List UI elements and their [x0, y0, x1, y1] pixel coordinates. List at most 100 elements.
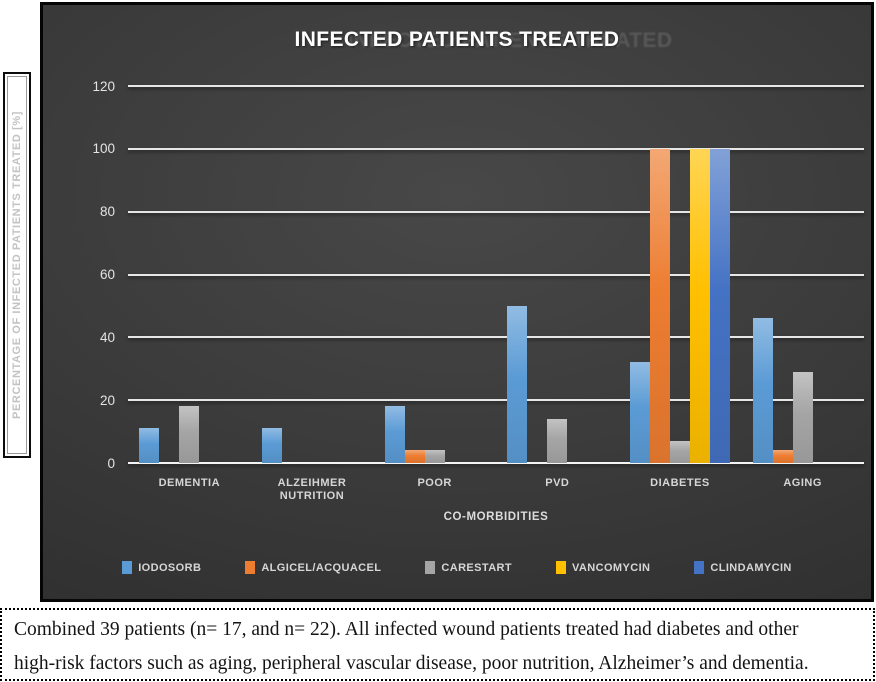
bar: [629, 362, 650, 463]
legend-swatch: [556, 561, 567, 574]
y-tick-label: 60: [99, 266, 115, 282]
legend-label: CARESTART: [441, 561, 513, 574]
bar-slot: [322, 86, 342, 463]
bar-slot: [709, 86, 730, 463]
bar-slot: [587, 86, 607, 463]
bar-slot: [792, 86, 813, 463]
y-tick-label: 100: [92, 141, 115, 157]
bar-group: [507, 86, 607, 463]
bar-group: [261, 86, 362, 463]
chart-panel: INFECTED PATIENTS TREATED INFECTED PATIE…: [40, 2, 874, 602]
bar-slot: [465, 86, 485, 463]
y-tick-label: 120: [92, 78, 115, 94]
category-label: DEMENTIA: [158, 477, 221, 489]
legend-swatch: [425, 561, 436, 574]
legend-swatch: [694, 561, 705, 574]
bar-slot: [689, 86, 710, 463]
caption-line-1: Combined 39 patients (n= 17, and n= 22).…: [14, 619, 799, 640]
bar-slot: [772, 86, 793, 463]
bar-slot: [159, 86, 179, 463]
bar-slot: [282, 86, 302, 463]
bar: [507, 305, 528, 463]
bar-slot: [527, 86, 547, 463]
chart-title-wrap: INFECTED PATIENTS TREATED INFECTED PATIE…: [294, 28, 673, 52]
legend-swatch: [122, 561, 133, 574]
category-label: PVD: [545, 477, 570, 489]
bar-slot: [669, 86, 690, 463]
bar-slot: [404, 86, 425, 463]
category-label: POOR: [417, 477, 452, 489]
gridline: [128, 273, 864, 276]
bar-slot: [445, 86, 465, 463]
bar-slot: [179, 86, 200, 463]
bar-slot: [139, 86, 160, 463]
bar-group: [629, 86, 730, 463]
bar: [669, 441, 690, 463]
category-labels-row: DEMENTIA ALZEIHMER NUTRITION POOR PVD DIABET…: [128, 477, 864, 503]
chart-title-ghost: INFECTED PATIENTS TREATED: [347, 29, 673, 52]
legend-label: VANCOMYCIN: [572, 561, 651, 574]
y-axis-title-inner-frame: PERCENTAGE OF INFECTED PATIENTS TREATED …: [7, 76, 27, 454]
bar: [384, 406, 405, 463]
bar: [689, 148, 710, 463]
y-axis-title: PERCENTAGE OF INFECTED PATIENTS TREATED …: [11, 111, 23, 419]
bar-group: [139, 86, 239, 463]
bars-row: [128, 86, 864, 463]
gridline: [128, 462, 864, 464]
legend-item: IODOSORB: [122, 561, 201, 574]
caption-box: Combined 39 patients (n= 17, and n= 22).…: [0, 608, 875, 681]
legend-label: IODOSORB: [138, 561, 202, 574]
legend-label: ALGICEL/ACQUACEL: [261, 561, 382, 574]
legend-swatch: [245, 561, 256, 574]
bar-slot: [384, 86, 405, 463]
bar: [772, 450, 793, 463]
chart-title: INFECTED PATIENTS TREATED: [294, 28, 620, 51]
bar-slot: [547, 86, 568, 463]
y-tick-label: 40: [99, 329, 115, 345]
bar: [792, 371, 813, 463]
gridline: [128, 399, 864, 402]
legend-item: CARESTART: [425, 561, 512, 574]
gridline: [128, 85, 864, 87]
category-label: ALZEIHMER NUTRITION: [277, 477, 347, 502]
x-axis-title: CO-MORBIDITIES: [443, 511, 549, 523]
bar-slot: [833, 86, 853, 463]
bar-slot: [219, 86, 239, 463]
legend: IODOSORB ALGICEL/ACQUACEL CARESTART VANCOMY…: [43, 561, 871, 574]
category-label: AGING: [783, 477, 822, 489]
bar-slot: [567, 86, 587, 463]
gridline: [128, 336, 864, 339]
y-axis-title-box: PERCENTAGE OF INFECTED PATIENTS TREATED …: [3, 72, 31, 458]
y-tick-label: 0: [107, 455, 115, 471]
bar-slot: [507, 86, 528, 463]
legend-label: CLINDAMYCIN: [710, 561, 792, 574]
bar-slot: [813, 86, 833, 463]
caption-line-2: high-risk factors such as aging, periphe…: [14, 653, 809, 674]
gridline: [128, 147, 864, 150]
y-tick-label: 20: [99, 392, 115, 408]
y-tick-label: 80: [99, 203, 115, 219]
chart-title-row: INFECTED PATIENTS TREATED INFECTED PATIE…: [43, 28, 871, 52]
bar: [424, 450, 445, 463]
bar-slot: [342, 86, 362, 463]
bar: [649, 148, 670, 463]
bar-slot: [261, 86, 282, 463]
legend-item: VANCOMYCIN: [556, 561, 650, 574]
bar-slot: [424, 86, 445, 463]
bar: [547, 419, 568, 463]
plot-area: 0 20 40 60 80 100 120: [92, 79, 864, 469]
bar-group: [384, 86, 485, 463]
legend-item: ALGICEL/ACQUACEL: [245, 561, 381, 574]
bar: [404, 450, 425, 463]
bar: [179, 406, 200, 463]
bar-slot: [302, 86, 322, 463]
bar-slot: [629, 86, 650, 463]
category-label: DIABETES: [650, 477, 710, 489]
bar-slot: [199, 86, 219, 463]
bar-slot: [649, 86, 670, 463]
bar-slot: [752, 86, 773, 463]
gridline: [128, 210, 864, 213]
bar: [139, 428, 160, 463]
bar: [709, 148, 730, 463]
